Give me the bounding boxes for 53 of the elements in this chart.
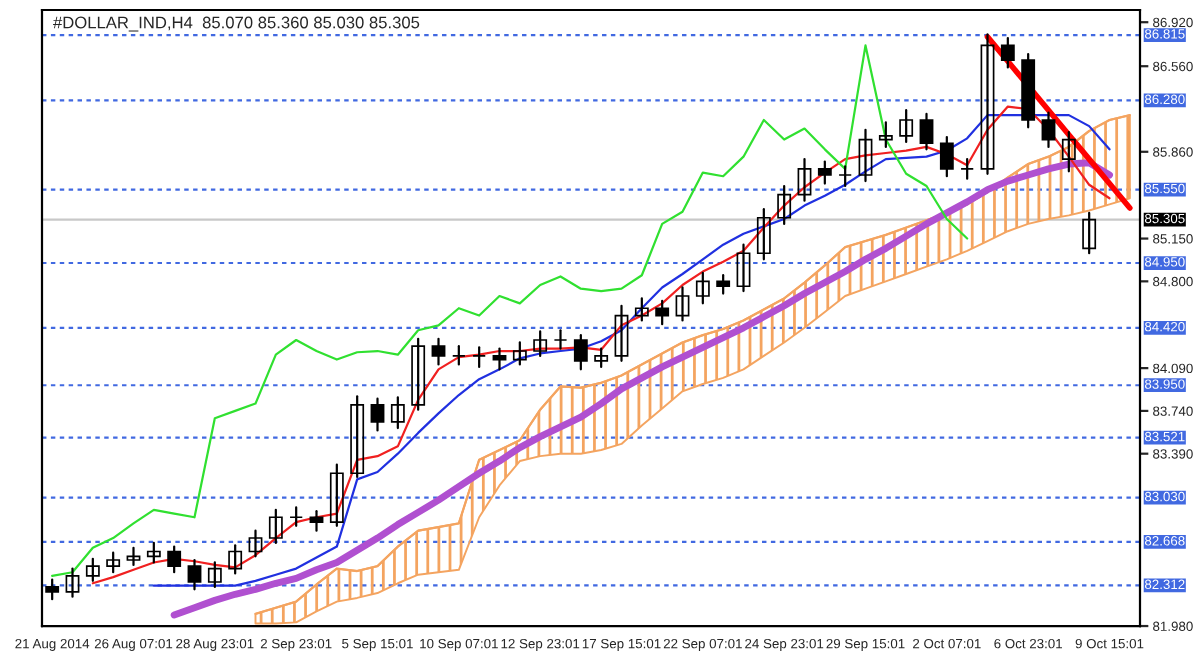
candlestick	[431, 337, 446, 366]
candlestick	[838, 165, 853, 188]
candlestick	[289, 506, 304, 527]
candlestick	[370, 397, 385, 432]
candlestick	[675, 286, 690, 322]
candlestick	[797, 158, 812, 202]
candlestick	[716, 274, 731, 295]
candlestick	[655, 299, 670, 326]
candlestick	[126, 546, 141, 567]
candlestick	[960, 158, 975, 180]
candlestick	[512, 341, 527, 366]
candlestick	[756, 208, 771, 261]
candlestick	[533, 330, 548, 358]
candlestick	[594, 347, 609, 369]
candlestick	[85, 557, 100, 582]
line-series	[170, 159, 1113, 619]
candlestick	[167, 545, 182, 574]
candlestick	[899, 109, 914, 144]
candlestick	[553, 329, 568, 350]
candlestick	[695, 271, 710, 305]
candlestick	[614, 304, 629, 362]
candlestick	[146, 541, 161, 564]
candlestick	[309, 510, 324, 532]
candlestick	[268, 508, 283, 545]
chart-title: #DOLLAR_IND,H4 85.070 85.360 85.030 85.305	[53, 16, 420, 32]
candlestick	[106, 551, 121, 574]
candlestick	[858, 128, 873, 183]
candlestick	[939, 136, 954, 178]
candlestick	[1041, 111, 1056, 148]
candlestick	[1000, 36, 1015, 69]
line-series	[51, 44, 969, 578]
candlestick	[817, 160, 832, 185]
candlestick	[777, 184, 792, 226]
candlestick	[329, 463, 344, 527]
candlestick	[451, 345, 466, 366]
candlestick	[472, 346, 487, 369]
candlestick	[350, 395, 365, 479]
candlestick	[980, 33, 995, 175]
candlestick	[1082, 211, 1097, 255]
candlestick	[411, 337, 426, 411]
candlestick	[492, 347, 507, 371]
candlestick	[207, 561, 222, 589]
candlestick	[390, 396, 405, 430]
candlestick	[187, 558, 202, 591]
candlestick	[736, 243, 751, 293]
candlestick	[228, 544, 243, 575]
candlestick	[248, 529, 263, 558]
candlestick	[573, 334, 588, 371]
candlestick	[634, 297, 649, 322]
candlestick	[878, 121, 893, 148]
candlestick	[919, 112, 934, 151]
candlestick	[65, 567, 80, 598]
candlestick	[1061, 131, 1076, 173]
